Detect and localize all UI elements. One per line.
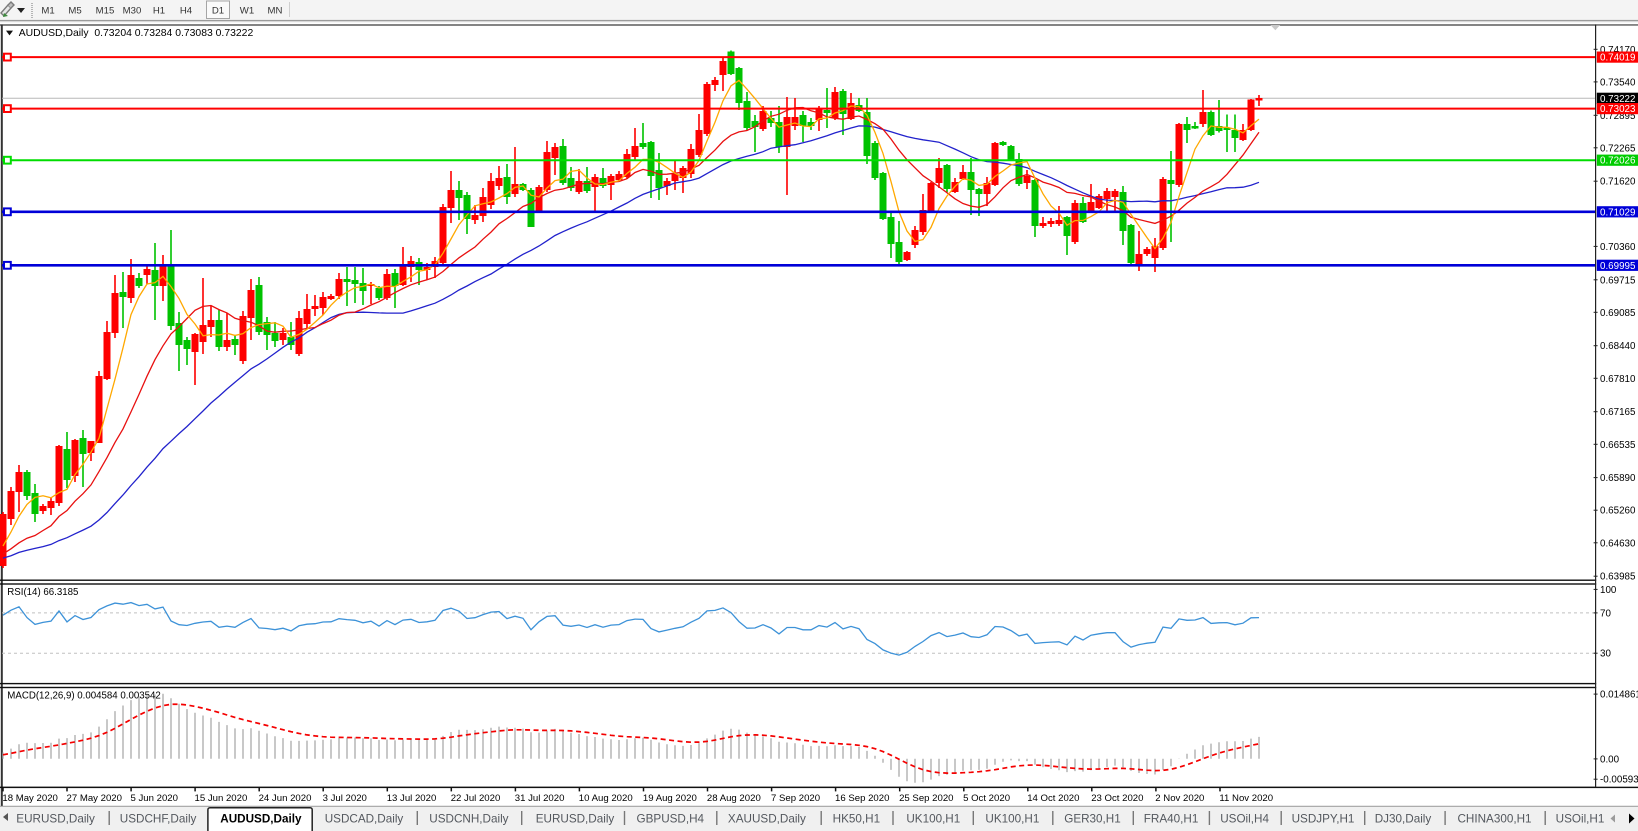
svg-text:0.67165: 0.67165 [1600, 407, 1636, 418]
svg-text:0.73023: 0.73023 [1600, 104, 1636, 115]
svg-text:AUDUSD,Daily: AUDUSD,Daily [220, 813, 302, 826]
svg-text:UK100,H1: UK100,H1 [985, 813, 1039, 826]
svg-text:H4: H4 [180, 6, 193, 17]
svg-text:GER30,H1: GER30,H1 [1064, 813, 1121, 826]
svg-text:DJ30,Daily: DJ30,Daily [1375, 813, 1432, 826]
svg-text:5 Jun 2020: 5 Jun 2020 [131, 793, 178, 804]
svg-text:0.71029: 0.71029 [1600, 207, 1635, 218]
svg-text:0.70360: 0.70360 [1600, 242, 1636, 253]
svg-text:USDCNH,Daily: USDCNH,Daily [429, 813, 508, 826]
svg-text:0.72026: 0.72026 [1600, 156, 1636, 167]
svg-text:AUDUSD,Daily 0.73204 0.73284: AUDUSD,Daily 0.73204 0.73284 0.73083 0.7… [19, 28, 254, 39]
svg-text:GBPUSD,H4: GBPUSD,H4 [637, 813, 705, 826]
svg-text:0.74170: 0.74170 [1600, 45, 1636, 56]
svg-text:28 Aug 2020: 28 Aug 2020 [707, 793, 761, 804]
svg-text:0.69715: 0.69715 [1600, 275, 1636, 286]
svg-text:31 Jul 2020: 31 Jul 2020 [515, 793, 565, 804]
svg-text:15 Jun 2020: 15 Jun 2020 [195, 793, 248, 804]
svg-text:M15: M15 [96, 6, 115, 17]
svg-text:EURUSD,Daily: EURUSD,Daily [16, 813, 95, 826]
svg-text:W1: W1 [240, 6, 254, 17]
svg-text:0.71620: 0.71620 [1600, 177, 1636, 188]
svg-text:USDCAD,Daily: USDCAD,Daily [325, 813, 404, 826]
svg-text:14 Oct 2020: 14 Oct 2020 [1027, 793, 1079, 804]
svg-text:0.65890: 0.65890 [1600, 473, 1636, 484]
svg-text:EURUSD,Daily: EURUSD,Daily [536, 813, 615, 826]
svg-text:23 Oct 2020: 23 Oct 2020 [1091, 793, 1143, 804]
svg-text:RSI(14) 66.3185: RSI(14) 66.3185 [7, 587, 78, 598]
svg-text:D1: D1 [212, 6, 224, 17]
svg-text:5 Oct 2020: 5 Oct 2020 [963, 793, 1010, 804]
svg-text:0.73222: 0.73222 [1600, 94, 1635, 105]
svg-text:10 Aug 2020: 10 Aug 2020 [579, 793, 633, 804]
svg-text:19 Aug 2020: 19 Aug 2020 [643, 793, 697, 804]
svg-text:UK100,H1: UK100,H1 [906, 813, 960, 826]
svg-text:0.63985: 0.63985 [1600, 572, 1636, 583]
svg-text:0.67810: 0.67810 [1600, 374, 1636, 385]
svg-text:25 Sep 2020: 25 Sep 2020 [899, 793, 953, 804]
svg-text:0.65260: 0.65260 [1600, 506, 1636, 517]
svg-text:7 Sep 2020: 7 Sep 2020 [771, 793, 820, 804]
svg-text:-0.005938: -0.005938 [1600, 775, 1638, 786]
svg-text:FRA40,H1: FRA40,H1 [1144, 813, 1199, 826]
svg-text:M5: M5 [68, 6, 81, 17]
svg-text:0.014861: 0.014861 [1600, 690, 1638, 701]
svg-text:HK50,H1: HK50,H1 [833, 813, 880, 826]
svg-text:13 Jul 2020: 13 Jul 2020 [387, 793, 437, 804]
svg-text:0.68440: 0.68440 [1600, 341, 1636, 352]
svg-text:0.66535: 0.66535 [1600, 440, 1636, 451]
svg-text:30: 30 [1600, 649, 1611, 660]
svg-text:M1: M1 [41, 6, 54, 17]
svg-text:USDCHF,Daily: USDCHF,Daily [120, 813, 197, 826]
svg-text:0.72265: 0.72265 [1600, 143, 1636, 154]
svg-text:11 Nov 2020: 11 Nov 2020 [1219, 793, 1273, 804]
svg-text:USOil,H1: USOil,H1 [1556, 813, 1605, 826]
svg-text:0.64630: 0.64630 [1600, 538, 1636, 549]
svg-text:0.69995: 0.69995 [1600, 261, 1636, 272]
svg-text:M30: M30 [123, 6, 142, 17]
svg-text:0.69085: 0.69085 [1600, 308, 1636, 319]
svg-text:MN: MN [268, 6, 283, 17]
svg-text:XAUUSD,Daily: XAUUSD,Daily [728, 813, 806, 826]
svg-text:USOil,H4: USOil,H4 [1220, 813, 1269, 826]
svg-text:3 Jul 2020: 3 Jul 2020 [323, 793, 367, 804]
svg-text:USDJPY,H1: USDJPY,H1 [1292, 813, 1355, 826]
svg-text:70: 70 [1600, 608, 1611, 619]
svg-text:0.72895: 0.72895 [1600, 111, 1636, 122]
svg-text:27 May 2020: 27 May 2020 [67, 793, 122, 804]
svg-text:0.00: 0.00 [1600, 754, 1620, 765]
svg-text:H1: H1 [153, 6, 165, 17]
svg-text:18 May 2020: 18 May 2020 [2, 793, 57, 804]
svg-text:24 Jun 2020: 24 Jun 2020 [259, 793, 312, 804]
svg-text:22 Jul 2020: 22 Jul 2020 [451, 793, 501, 804]
svg-text:MACD(12,26,9) 0.004584 0.00354: MACD(12,26,9) 0.004584 0.003542 [7, 691, 161, 702]
svg-text:2 Nov 2020: 2 Nov 2020 [1155, 793, 1204, 804]
svg-text:16 Sep 2020: 16 Sep 2020 [835, 793, 889, 804]
svg-text:0.73540: 0.73540 [1600, 77, 1636, 88]
svg-text:CHINA300,H1: CHINA300,H1 [1457, 813, 1531, 826]
svg-text:100: 100 [1600, 585, 1617, 596]
svg-text:0.74019: 0.74019 [1600, 53, 1635, 64]
